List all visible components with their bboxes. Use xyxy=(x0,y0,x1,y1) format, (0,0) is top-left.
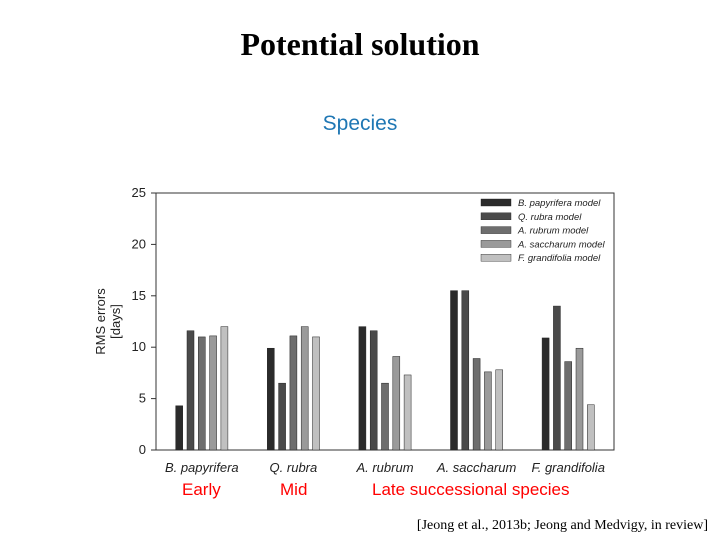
y-tick-label: 25 xyxy=(132,185,146,200)
bar-5-1 xyxy=(220,326,229,451)
legend-label: A. rubrum model xyxy=(517,226,589,237)
bar-2-2 xyxy=(278,382,286,451)
bar-3-4 xyxy=(472,358,481,451)
chart-section-heading: Species xyxy=(322,112,398,135)
bar-4-2 xyxy=(300,326,309,451)
bar-2-4 xyxy=(461,290,470,451)
bar-2-5 xyxy=(553,305,561,451)
y-tick-label: 20 xyxy=(132,236,146,251)
note-late-successional: Late successional species xyxy=(372,480,570,499)
x-category-label: A. saccharum xyxy=(436,460,517,475)
legend-swatch-4 xyxy=(480,240,512,248)
y-axis-label: RMS errors xyxy=(93,288,108,355)
bar-2-3 xyxy=(369,330,378,451)
y-tick-label: 15 xyxy=(132,288,146,303)
x-category-label: A. rubrum xyxy=(355,460,413,475)
y-tick-label: 10 xyxy=(132,339,146,354)
bar-4-4 xyxy=(484,371,492,451)
legend-label: A. saccharum model xyxy=(517,239,605,250)
bar-1-2 xyxy=(267,347,275,451)
legend-label: F. grandifolia model xyxy=(518,253,601,264)
legend-label: Q. rubra model xyxy=(518,212,582,223)
legend-swatch-2 xyxy=(480,212,512,221)
bar-5-2 xyxy=(312,336,320,451)
bar-5-5 xyxy=(587,404,595,451)
bar-3-3 xyxy=(381,382,389,451)
bar-2-1 xyxy=(186,330,195,451)
bar-4-1 xyxy=(209,335,217,451)
bar-1-1 xyxy=(175,405,183,451)
x-category-label: B. papyrifera xyxy=(165,460,239,475)
bar-4-5 xyxy=(575,347,584,451)
bar-1-3 xyxy=(358,326,367,451)
x-category-label: F. grandifolia xyxy=(531,460,604,475)
legend-swatch-3 xyxy=(480,226,512,234)
bar-4-3 xyxy=(392,356,401,451)
y-axis-label-units: [days] xyxy=(108,304,123,339)
x-category-label: Q. rubra xyxy=(270,460,318,475)
legend-swatch-5 xyxy=(480,253,512,262)
bar-3-1 xyxy=(198,336,206,451)
bar-1-4 xyxy=(450,290,458,451)
note-early: Early xyxy=(182,480,221,499)
legend-swatch-1 xyxy=(480,198,512,207)
legend-label: B. papyrifera model xyxy=(518,198,601,209)
y-tick-label: 0 xyxy=(139,442,146,457)
bar-3-5 xyxy=(564,361,572,451)
y-tick-label: 5 xyxy=(139,391,146,406)
note-mid: Mid xyxy=(280,480,308,499)
citation: [Jeong et al., 2013b; Jeong and Medvigy,… xyxy=(416,518,708,533)
bar-1-5 xyxy=(541,337,550,451)
bar-5-3 xyxy=(403,374,412,451)
bar-3-2 xyxy=(289,335,298,451)
bar-5-4 xyxy=(495,369,503,451)
slide-title: Potential solution xyxy=(240,26,480,62)
